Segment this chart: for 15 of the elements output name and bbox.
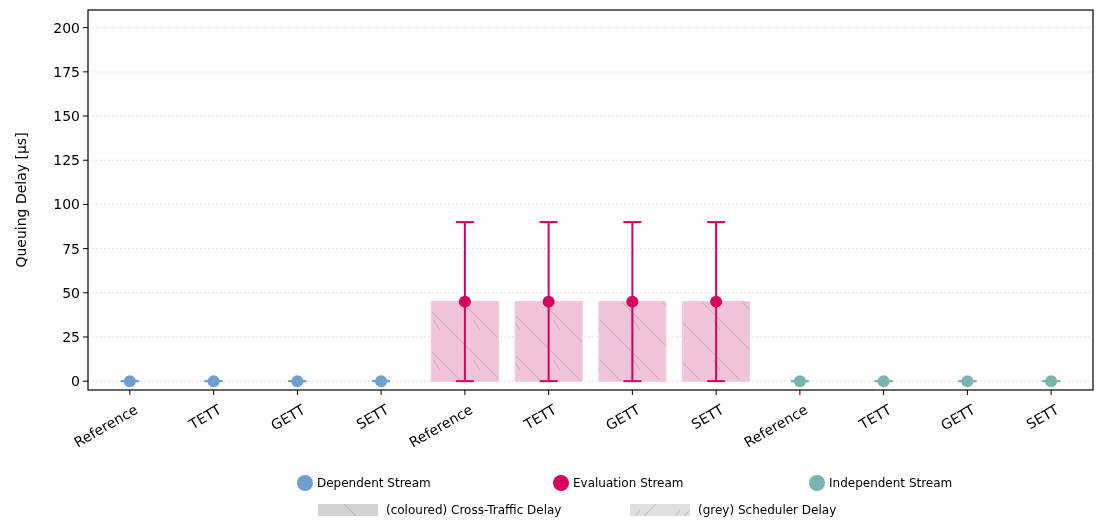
y-tick-label: 125 [53, 152, 80, 169]
y-tick-label: 75 [62, 240, 80, 257]
y-tick-label: 175 [53, 63, 80, 80]
legend-label: Evaluation Stream [573, 476, 684, 491]
legend-label: Independent Stream [829, 476, 953, 491]
legend-label: Dependent Stream [317, 476, 431, 491]
text: (grey) Scheduler Delay [698, 503, 837, 518]
y-tick-label: 100 [53, 196, 80, 213]
y-tick-label: 200 [53, 19, 80, 36]
text: (coloured) Cross-Traffic Delay [386, 503, 562, 518]
y-axis-title: Queuing Delay [µs] [13, 132, 29, 268]
y-tick-label: 50 [62, 284, 80, 301]
y-tick-label: 150 [53, 107, 80, 124]
y-tick-label: 25 [62, 328, 80, 345]
y-tick-label: 0 [71, 373, 80, 390]
